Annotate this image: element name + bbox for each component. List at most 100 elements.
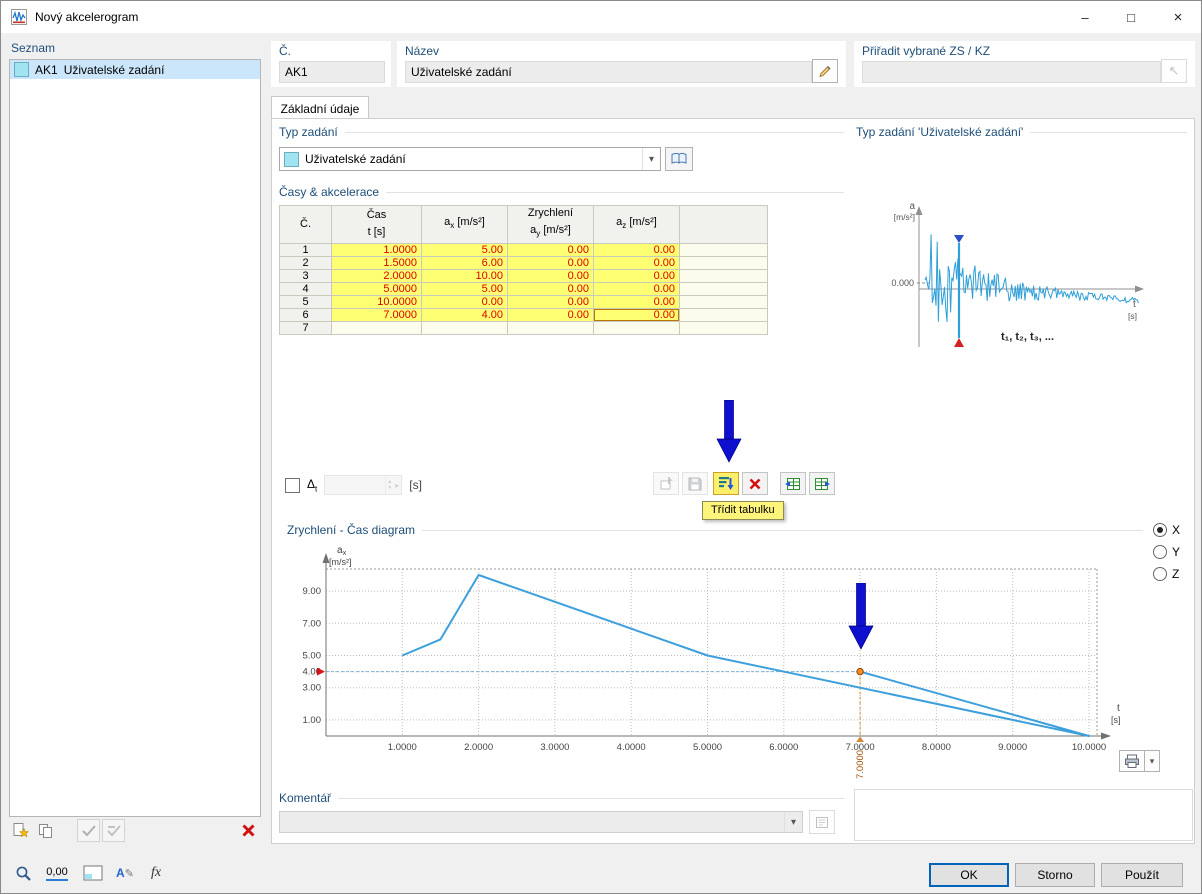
app-icon	[11, 9, 27, 25]
close-button[interactable]: ×	[1173, 8, 1183, 26]
axis-x-radio[interactable]: X	[1153, 519, 1180, 541]
display-colors-button[interactable]	[77, 859, 109, 887]
row-header[interactable]: 5	[280, 296, 332, 309]
row-header[interactable]: 6	[280, 309, 332, 322]
cell-time[interactable]: 7.0000	[332, 309, 422, 322]
select-tool-button[interactable]	[77, 819, 100, 842]
number-label: Č.	[279, 44, 291, 58]
cell-ay[interactable]: 0.00	[508, 244, 594, 257]
cell-az-focused[interactable]: 0.00	[594, 309, 680, 322]
sidebar-header: Seznam	[11, 41, 56, 55]
spin-right-icon[interactable]: ▸	[395, 480, 400, 490]
cell-time[interactable]: 5.0000	[332, 283, 422, 296]
cell-time[interactable]: 2.0000	[332, 270, 422, 283]
cell-ax[interactable]: 5.00	[422, 244, 508, 257]
delete-rows-button[interactable]	[742, 472, 768, 495]
row-header[interactable]: 1	[280, 244, 332, 257]
apply-button[interactable]: Použít	[1101, 863, 1183, 887]
excel-import-icon	[785, 477, 800, 490]
deselect-tool-button[interactable]	[102, 819, 125, 842]
cell-time[interactable]: 1.5000	[332, 257, 422, 270]
fx-icon: fx	[150, 865, 162, 880]
library-button[interactable]	[665, 147, 693, 171]
dt-unit: [s]	[409, 478, 422, 492]
cell-ay[interactable]: 0.00	[508, 283, 594, 296]
sort-table-button[interactable]	[713, 472, 739, 495]
edit-name-button[interactable]	[812, 59, 838, 83]
cell-time[interactable]	[332, 322, 422, 335]
cell-time[interactable]: 10.0000	[332, 296, 422, 309]
cell-time[interactable]: 1.0000	[332, 244, 422, 257]
input-type-dropdown[interactable]: Uživatelské zadání ▾	[279, 147, 661, 171]
spinner-icons[interactable]: ▴ ▾	[385, 476, 393, 494]
new-accelerogram-button[interactable]	[9, 819, 32, 842]
input-type-value: Uživatelské zadání	[305, 152, 406, 166]
cell-ax[interactable]: 4.00	[422, 309, 508, 322]
svg-text:[m/s²]: [m/s²]	[894, 212, 915, 222]
comment-presets-button[interactable]	[809, 810, 835, 834]
name-field[interactable]: Uživatelské zadání	[405, 61, 812, 83]
comment-dropdown[interactable]: ▾	[279, 811, 803, 833]
cell-az[interactable]	[594, 322, 680, 335]
row-header[interactable]: 3	[280, 270, 332, 283]
preview-caption: Typ zadání 'Uživatelské zadání'	[856, 125, 1187, 139]
units-decimals-button[interactable]: 0,00	[39, 859, 75, 887]
svg-text:9.00: 9.00	[303, 586, 322, 597]
name-group: Název Uživatelské zadání	[397, 41, 846, 87]
save-table-button[interactable]	[682, 472, 708, 495]
maximize-button[interactable]: □	[1127, 9, 1135, 25]
delete-accelerogram-button[interactable]	[237, 819, 260, 842]
cell-ay[interactable]: 0.00	[508, 296, 594, 309]
window-title: Nový akcelerogram	[35, 10, 139, 24]
excel-import-button[interactable]	[780, 472, 806, 495]
axis-y-radio[interactable]: Y	[1153, 541, 1180, 563]
dt-checkbox[interactable]	[285, 477, 300, 493]
cell-az[interactable]: 0.00	[594, 257, 680, 270]
print-chart-button[interactable]: ▾	[1119, 750, 1160, 772]
accelerogram-list[interactable]: AK1 Uživatelské zadání	[9, 59, 261, 817]
list-item-ak1[interactable]: AK1 Uživatelské zadání	[10, 60, 260, 79]
minimize-button[interactable]: –	[1081, 9, 1089, 25]
row-header[interactable]: 7	[280, 322, 332, 335]
row-header[interactable]: 2	[280, 257, 332, 270]
excel-export-button[interactable]	[809, 472, 835, 495]
axis-z-radio[interactable]: Z	[1153, 563, 1180, 585]
svg-text:t: t	[1133, 299, 1136, 310]
cell-ay[interactable]: 0.00	[508, 257, 594, 270]
svg-text:[s]: [s]	[1111, 715, 1121, 725]
ok-button[interactable]: OK	[929, 863, 1009, 887]
cell-az[interactable]: 0.00	[594, 244, 680, 257]
svg-text:[s]: [s]	[1128, 311, 1137, 321]
copy-accelerogram-button[interactable]	[34, 819, 57, 842]
book-icon	[671, 152, 687, 164]
svg-text:7.0000: 7.0000	[855, 750, 866, 779]
cell-ax[interactable]	[422, 322, 508, 335]
units-settings-button[interactable]: A ✎	[109, 859, 141, 887]
copy-icon	[38, 823, 52, 838]
cell-ay[interactable]	[508, 322, 594, 335]
cell-az[interactable]: 0.00	[594, 270, 680, 283]
cell-ax[interactable]: 0.00	[422, 296, 508, 309]
cell-ax[interactable]: 6.00	[422, 257, 508, 270]
cell-az[interactable]: 0.00	[594, 296, 680, 309]
cancel-button[interactable]: Storno	[1015, 863, 1095, 887]
svg-text:8.0000: 8.0000	[922, 742, 951, 753]
import-table-button[interactable]	[653, 472, 679, 495]
zoom-button[interactable]	[9, 859, 37, 887]
dt-input[interactable]: ▴ ▾ ▸	[324, 475, 403, 495]
print-options-dropdown[interactable]: ▾	[1145, 750, 1160, 772]
svg-text:10.0000: 10.0000	[1072, 742, 1106, 753]
assign-pick-button[interactable]: ↖	[1161, 59, 1187, 83]
sidebar: Seznam AK1 Uživatelské zadání	[9, 41, 261, 843]
tab-basic-data[interactable]: Základní údaje	[271, 96, 369, 120]
cell-ay[interactable]: 0.00	[508, 309, 594, 322]
row-header[interactable]: 4	[280, 283, 332, 296]
cell-ay[interactable]: 0.00	[508, 270, 594, 283]
decimal-format-icon: 0,00	[46, 866, 68, 881]
cell-az[interactable]: 0.00	[594, 283, 680, 296]
cell-ax[interactable]: 10.00	[422, 270, 508, 283]
cell-ax[interactable]: 5.00	[422, 283, 508, 296]
formula-button[interactable]: fx	[141, 859, 171, 887]
annotation-arrow-point	[848, 583, 874, 650]
